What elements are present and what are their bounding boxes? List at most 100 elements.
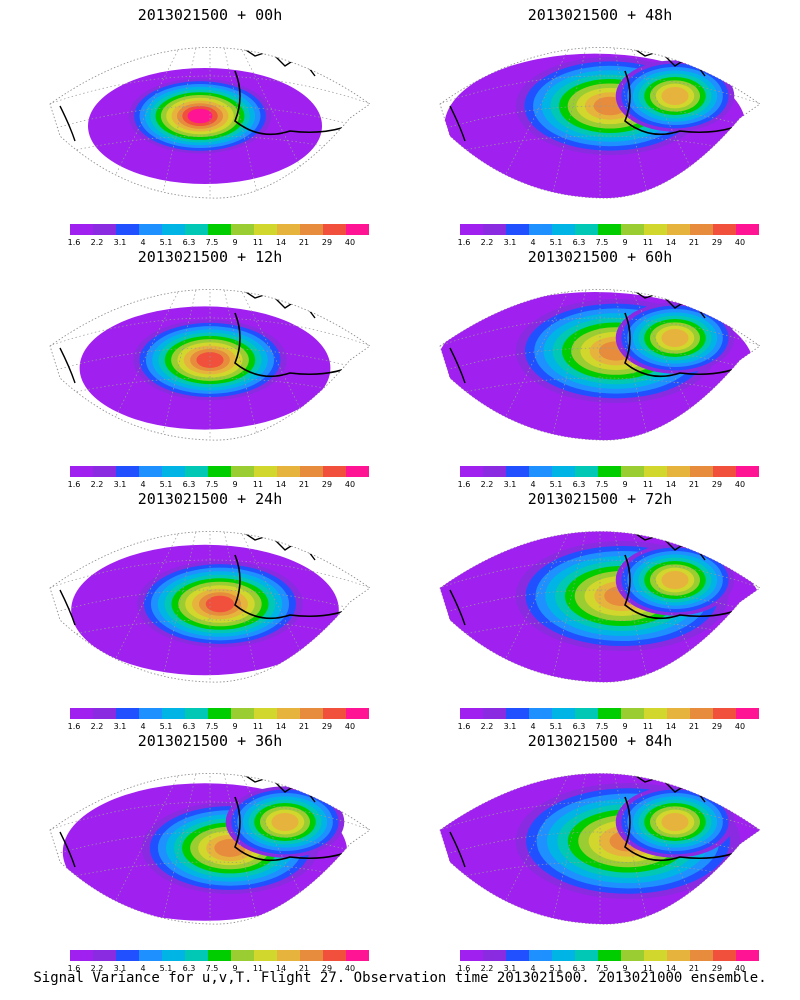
colorbar-cell [506, 466, 529, 477]
colorbar-cell [277, 708, 300, 719]
variance-map [439, 47, 761, 199]
coastline [239, 47, 316, 77]
colorbar-tick-label: 29 [711, 238, 723, 247]
colorbar-cell [506, 708, 529, 719]
latitude-line [50, 589, 370, 621]
colorbar-tick-label: 40 [734, 238, 746, 247]
colorbar-cell [323, 466, 346, 477]
colorbar-cell [644, 708, 667, 719]
colorbar-tick-label: 21 [688, 964, 700, 973]
colorbar-cell [139, 224, 162, 235]
colorbar-tick-label: 5.1 [549, 480, 563, 489]
colorbar-cell [575, 950, 598, 961]
colorbar-cell [162, 224, 185, 235]
colorbar-cell [116, 224, 139, 235]
colorbar-tick-label: 21 [298, 238, 310, 247]
latitude-line [50, 801, 370, 838]
colorbar-tick-label: 14 [275, 964, 287, 973]
colorbar-tick-label: 21 [298, 964, 310, 973]
longitude-line [489, 773, 601, 925]
colorbar-cell [483, 466, 506, 477]
colorbar-tick-label: 7.5 [205, 722, 219, 731]
colorbar-tick-label: 4 [530, 722, 536, 731]
colorbar-cell [644, 466, 667, 477]
colorbar-tick-label: 14 [275, 480, 287, 489]
colorbar-tick-label: 4 [140, 722, 146, 731]
latitude-line [440, 135, 760, 162]
colorbar-cell [70, 466, 93, 477]
colorbar-tick-label: 1.6 [457, 722, 471, 731]
colorbar-cell [460, 708, 483, 719]
coastline [59, 831, 76, 868]
colorbar-cell [70, 950, 93, 961]
colorbar-cell [139, 466, 162, 477]
longitude-line [209, 47, 261, 199]
colorbar-cell [93, 224, 116, 235]
colorbar-tick-label: 2.2 [480, 480, 494, 489]
longitude-line [489, 47, 601, 199]
colorbar-tick-label: 4 [140, 964, 146, 973]
panel-title: 2013021500 + 84h [527, 732, 673, 750]
panel-title: 2013021500 + 24h [137, 490, 283, 508]
colorbar-tick-label: 1.6 [67, 722, 81, 731]
colorbar-tick-label: 29 [321, 964, 333, 973]
colorbar-cell [346, 466, 369, 477]
colorbar-tick-label: 3.1 [113, 238, 127, 247]
colorbar-tick-label: 29 [321, 722, 333, 731]
colorbar-tick-label: 2.2 [90, 964, 104, 973]
colorbar-tick-label: 2.2 [90, 480, 104, 489]
colorbar-cell [254, 708, 277, 719]
longitude-line [599, 773, 651, 925]
colorbar-tick-label: 1.6 [457, 238, 471, 247]
colorbar-tick-label: 11 [642, 722, 654, 731]
colorbar-cell [529, 224, 552, 235]
coastline [59, 105, 76, 142]
colorbar-tick-label: 14 [275, 722, 287, 731]
colorbar-tick-label: 11 [252, 480, 264, 489]
colorbar-tick-label: 6.3 [572, 964, 586, 973]
latitude-line [440, 317, 760, 354]
variance-field [440, 773, 760, 925]
colorbar-cell [185, 950, 208, 961]
coastline [449, 347, 466, 384]
colorbar-cell [231, 950, 254, 961]
colorbar-cell [552, 708, 575, 719]
variance-field [50, 47, 370, 199]
latitude-line [50, 619, 370, 646]
variance-map [49, 47, 371, 199]
coastline [234, 312, 361, 378]
colorbar-cell [529, 950, 552, 961]
variance-contour [661, 87, 689, 105]
colorbar-cell [300, 224, 323, 235]
longitude-line [489, 531, 601, 683]
coastline [234, 796, 361, 862]
colorbar-cell [93, 466, 116, 477]
variance-field [440, 47, 760, 199]
colorbar-tick-label: 7.5 [205, 238, 219, 247]
colorbar-tick-label: 11 [642, 964, 654, 973]
panel-48h: 2013021500 + 48h 1.6 2.2 3.1 4 5.1 6.3 7.5 9 11 1… [410, 6, 790, 247]
colorbar-cell [667, 466, 690, 477]
latitude-line [440, 377, 760, 404]
latitude-line [440, 559, 760, 596]
colorbar-cell [231, 224, 254, 235]
colorbar-cell [162, 950, 185, 961]
colorbar-cell [644, 950, 667, 961]
colorbar-cell [277, 466, 300, 477]
panel-title: 2013021500 + 00h [137, 6, 283, 24]
colorbar-cell [552, 466, 575, 477]
latitude-line [440, 831, 760, 863]
colorbar-tick-label: 9 [622, 480, 628, 489]
colorbar-cell [598, 466, 621, 477]
colorbar-tick-label: 9 [232, 964, 238, 973]
colorbar-tick-label: 1.6 [67, 238, 81, 247]
colorbar-tick-label: 9 [622, 964, 628, 973]
longitude-line [549, 47, 601, 199]
colorbar-tick-label: 4 [140, 238, 146, 247]
variance-contour [661, 571, 689, 589]
colorbar-tick-label: 29 [711, 722, 723, 731]
colorbar-tick-label: 4 [530, 238, 536, 247]
latitude-line [50, 861, 370, 888]
colorbar-tick-label: 6.3 [182, 238, 196, 247]
colorbar-cell [598, 708, 621, 719]
